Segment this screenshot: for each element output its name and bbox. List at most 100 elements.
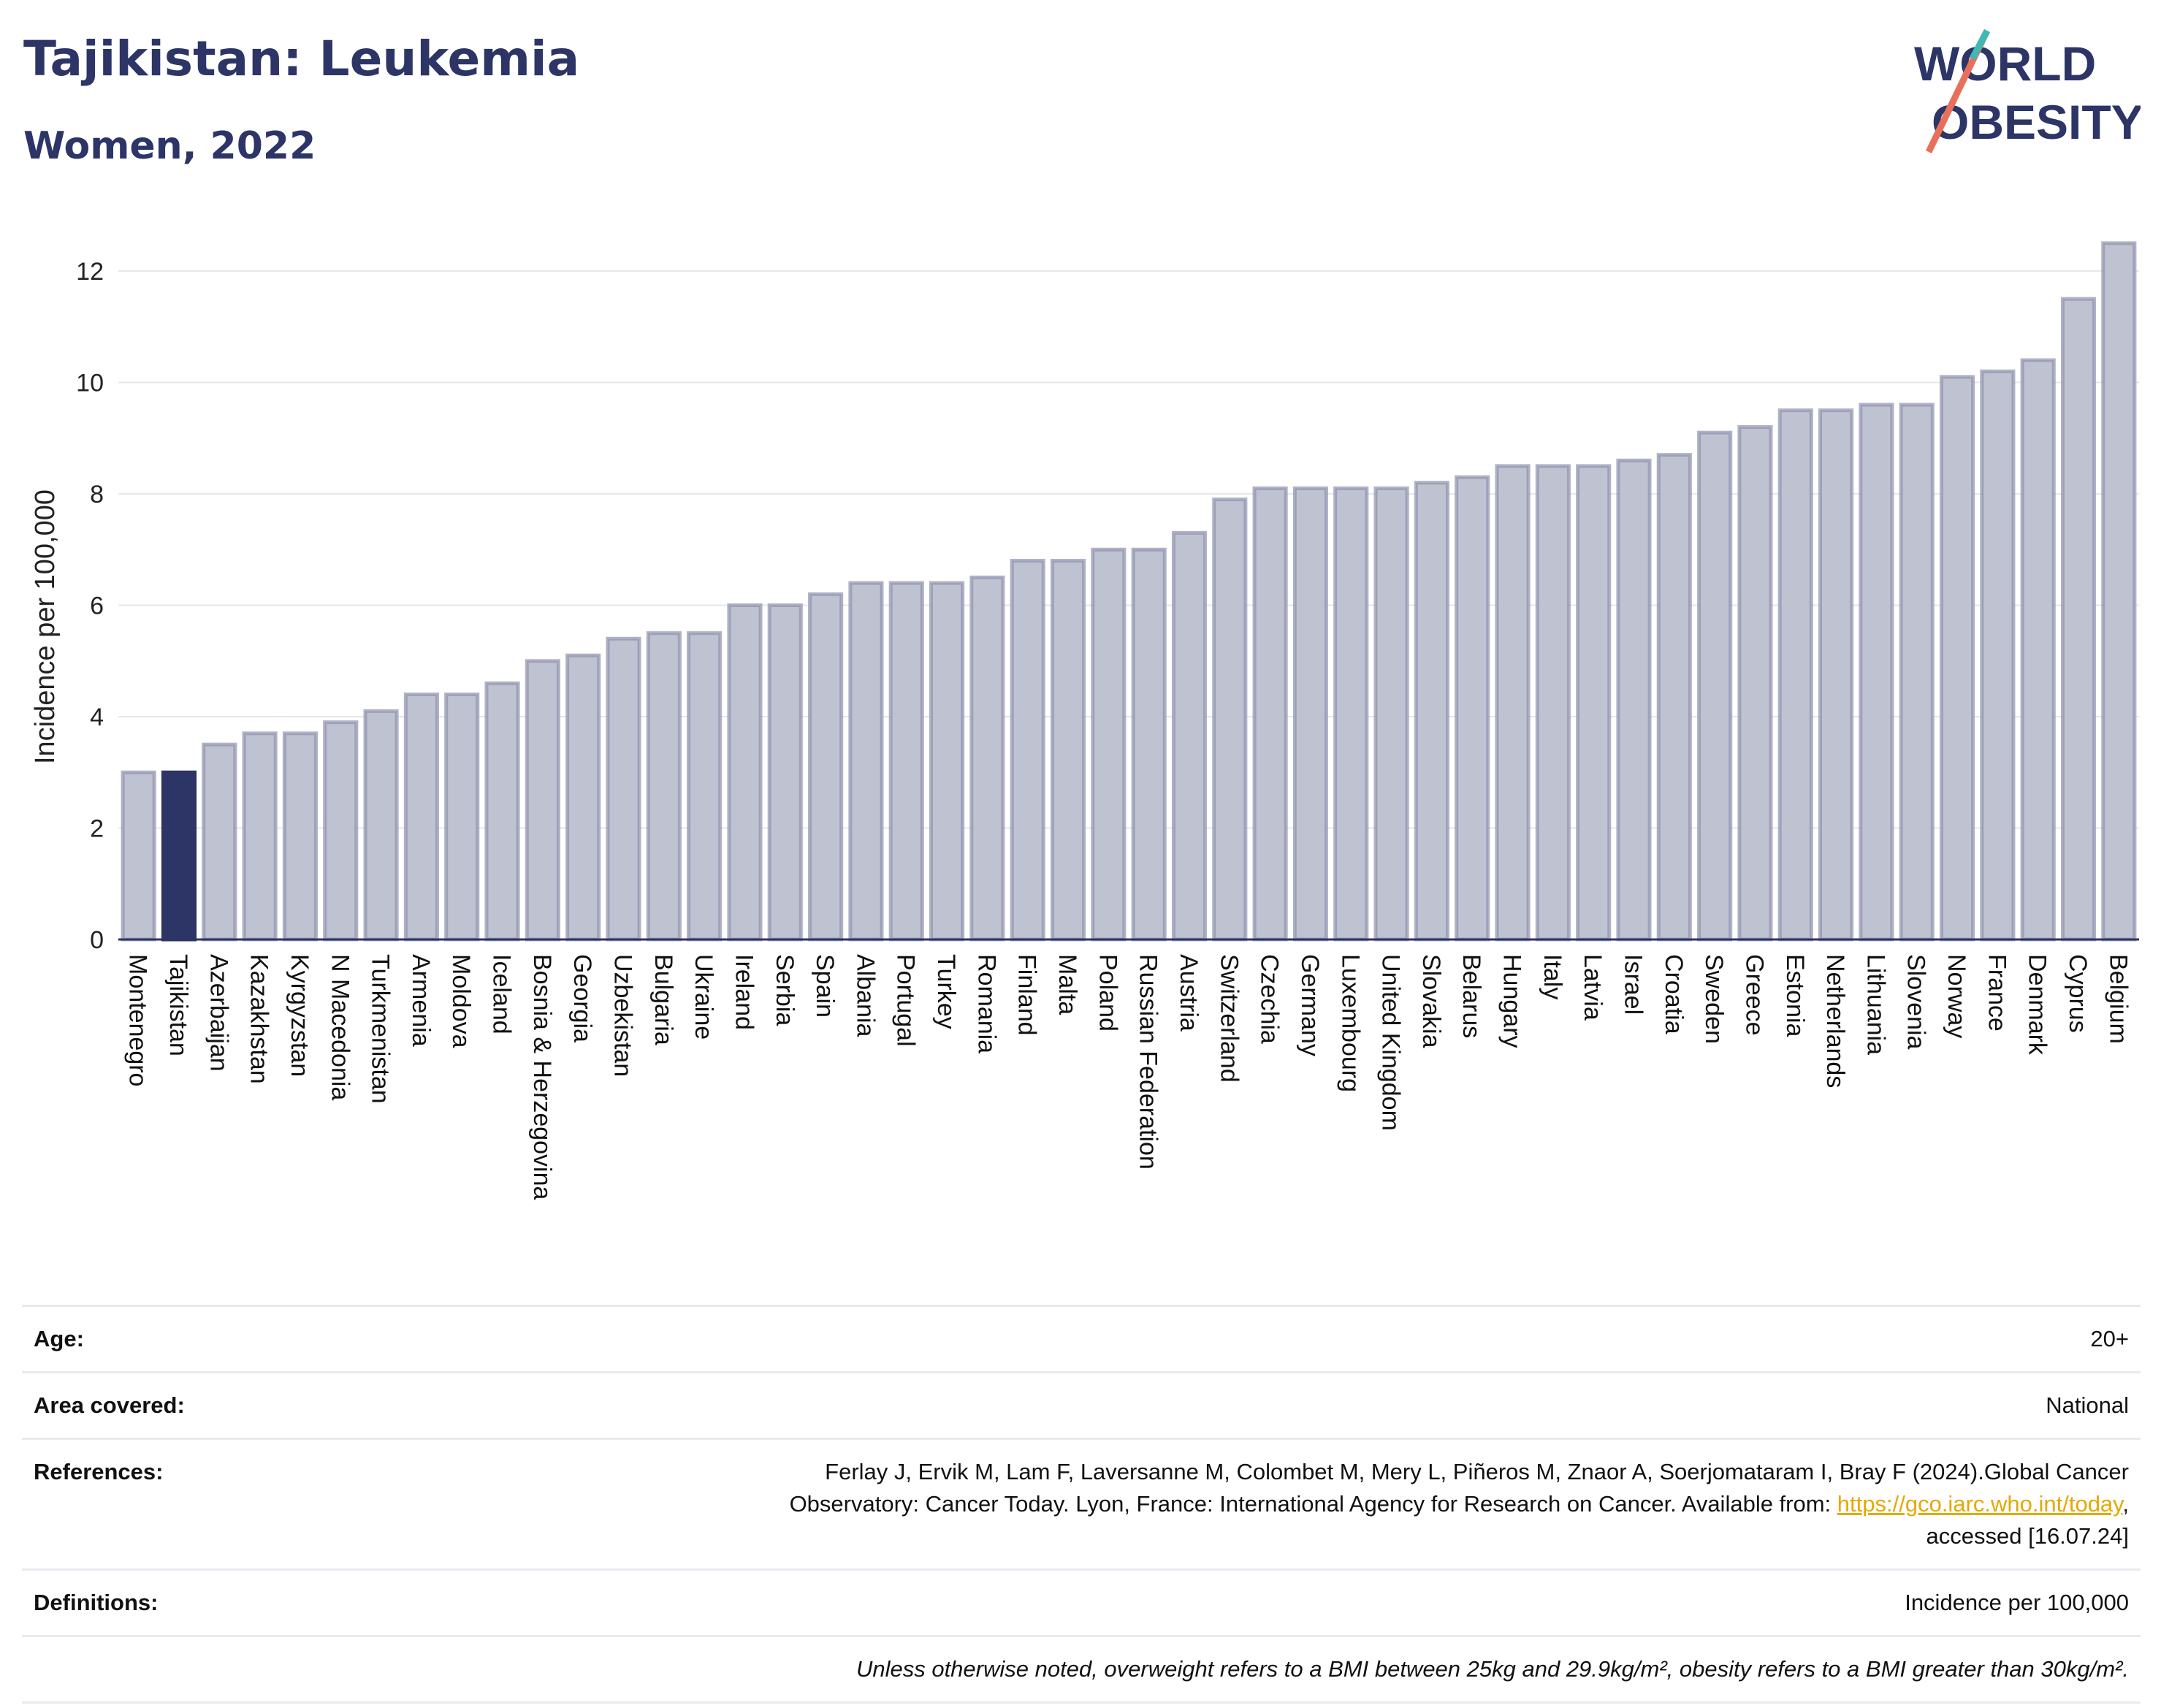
x-tick-label: Montenegro	[124, 954, 152, 1086]
x-tick-label: Cyprus	[2064, 954, 2092, 1033]
logo-line1: WORLD	[1914, 37, 2096, 91]
bar-georgia	[565, 653, 601, 942]
age-value: 20+	[2090, 1326, 2129, 1351]
x-tick-label: Bosnia & Herzegovina	[528, 954, 556, 1200]
bar-austria	[1171, 530, 1208, 942]
x-tick-label: Kazakhstan	[245, 954, 273, 1084]
bar-germany	[1292, 486, 1329, 942]
x-tick-label: Azerbaijan	[205, 954, 232, 1072]
references-link[interactable]: https://gco.iarc.who.int/today	[1837, 1491, 2123, 1517]
bar-ireland	[727, 603, 763, 942]
y-tick-label: 4	[90, 704, 104, 731]
bar-switzerland	[1212, 497, 1248, 942]
x-tick-label: Sweden	[1700, 954, 1728, 1044]
bar-belarus	[1455, 475, 1490, 942]
x-tick-label: Austria	[1175, 954, 1203, 1032]
bar-montenegro	[121, 770, 156, 942]
area-label: Area covered:	[34, 1392, 185, 1418]
world-obesity-logo: WORLD OBESITY	[1914, 29, 2141, 153]
y-tick-label: 2	[90, 815, 104, 843]
references-value: Ferlay J, Ervik M, Lam F, Laversanne M, …	[790, 1456, 2129, 1552]
x-tick-label: Bulgaria	[649, 954, 677, 1045]
x-tick-label: Ukraine	[690, 954, 717, 1040]
bar-malta	[1050, 559, 1086, 942]
bar-slovenia	[1899, 403, 1935, 942]
x-tick-label: United Kingdom	[1377, 954, 1405, 1131]
references-text-4: accessed [16.07.24]	[1926, 1523, 2129, 1549]
bar-spain	[808, 592, 844, 942]
x-tick-label: Slovenia	[1902, 954, 1930, 1050]
x-tick-label: Spain	[811, 954, 839, 1018]
x-tick-label: Portugal	[892, 954, 920, 1047]
bar-uzbekistan	[606, 636, 641, 942]
x-tick-label: Moldova	[447, 954, 475, 1048]
logo-line2: OBESITY	[1932, 95, 2141, 149]
bar-albania	[848, 581, 884, 942]
x-tick-label: Italy	[1539, 954, 1566, 999]
x-tick-label: Belgium	[2104, 954, 2132, 1044]
x-tick-label: Iceland	[488, 954, 516, 1034]
x-tick-label: Latvia	[1579, 954, 1607, 1021]
x-tick-label: Croatia	[1660, 954, 1688, 1034]
x-tick-label: Poland	[1094, 954, 1121, 1032]
bar-luxembourg	[1333, 486, 1369, 942]
bar-poland	[1091, 547, 1127, 942]
bar-netherlands	[1818, 408, 1854, 942]
bar-azerbaijan	[202, 742, 237, 942]
bar-russian-federation	[1131, 547, 1167, 942]
x-tick-label: Belarus	[1457, 954, 1485, 1038]
bar-france	[1980, 369, 2016, 942]
bar-turkey	[929, 581, 965, 942]
bar-latvia	[1576, 464, 1612, 942]
x-tick-label: Germany	[1296, 954, 1324, 1056]
bar-czechia	[1252, 486, 1288, 942]
bar-tajikistan	[161, 770, 197, 942]
x-tick-label: Estonia	[1781, 954, 1809, 1037]
bar-united-kingdom	[1373, 486, 1409, 942]
bar-bulgaria	[646, 631, 682, 942]
y-tick-label: 0	[90, 926, 104, 954]
bar-belgium	[2101, 241, 2137, 942]
info-row-area: Area covered: National	[22, 1371, 2141, 1438]
x-tick-label: Czechia	[1256, 954, 1284, 1044]
y-tick-label: 10	[76, 370, 104, 397]
x-tick-label: Ireland	[730, 954, 758, 1030]
bar-greece	[1737, 425, 1773, 942]
y-tick-label: 6	[90, 592, 104, 620]
x-tick-label: Romania	[972, 954, 1000, 1053]
bmi-note: Unless otherwise noted, overweight refer…	[855, 1656, 2129, 1682]
bar-ukraine	[687, 631, 723, 942]
x-tick-label: Malta	[1053, 954, 1081, 1015]
bar-iceland	[484, 681, 520, 942]
bar-israel	[1616, 458, 1652, 942]
x-tick-label: Israel	[1620, 954, 1647, 1015]
bar-serbia	[767, 603, 803, 942]
x-tick-label: Georgia	[568, 954, 596, 1042]
age-label: Age:	[34, 1326, 84, 1351]
info-row-definitions: Definitions: Incidence per 100,000	[22, 1568, 2141, 1635]
bar-finland	[1010, 559, 1045, 942]
bar-italy	[1535, 464, 1571, 942]
references-text-2: Observatory: Cancer Today. Lyon, France:…	[789, 1491, 1837, 1517]
x-tick-label: Albania	[851, 954, 879, 1037]
bar-turkmenistan	[363, 709, 399, 942]
x-tick-label: Norway	[1943, 954, 1970, 1038]
x-tick-label: Luxembourg	[1336, 954, 1364, 1092]
x-tick-label: Tajikistan	[164, 954, 192, 1056]
bar-sweden	[1697, 430, 1733, 942]
y-tick-label: 8	[90, 481, 104, 508]
bar-cyprus	[2060, 297, 2097, 942]
y-axis-title: Incidence per 100,000	[30, 489, 61, 764]
references-label: References:	[34, 1459, 164, 1484]
x-tick-label: Russian Federation	[1135, 954, 1162, 1170]
x-tick-label: Serbia	[771, 954, 799, 1026]
page-title: Tajikistan: Leukemia	[23, 31, 580, 87]
x-tick-label: France	[1983, 954, 2011, 1032]
bar-moldova	[444, 693, 480, 942]
info-row-age: Age: 20+	[22, 1305, 2141, 1371]
info-table: Age: 20+ Area covered: National Referenc…	[22, 1305, 2141, 1704]
x-tick-label: Armenia	[407, 954, 435, 1047]
bar-kazakhstan	[242, 731, 278, 942]
bar-norway	[1939, 375, 1975, 942]
x-tick-label: Netherlands	[1821, 954, 1849, 1088]
